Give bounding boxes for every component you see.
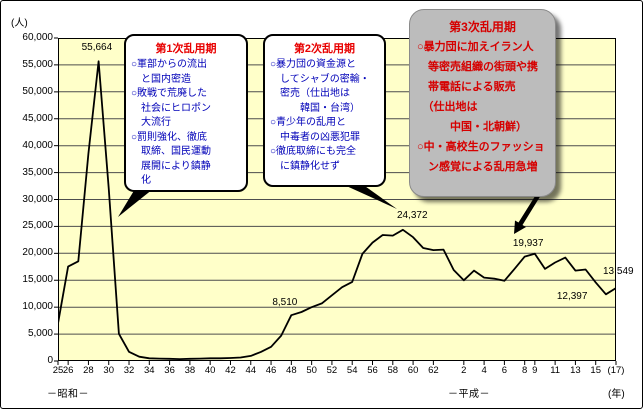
callout-first-period-body: ○軍部からの流出 と国内密造 ○敗戦で荒廃した 社会にヒロポン 大流行 ○罰則強化、… xyxy=(131,58,241,189)
callout-line: してシャブの密輸・ xyxy=(270,73,370,85)
callout-line: 中国・北朝鮮） xyxy=(417,121,527,133)
callout-line: ○中・高校生のファッショ xyxy=(417,141,545,153)
callout-line: ○徹底取締にも完全 xyxy=(270,146,357,157)
x-axis-tick-label: 6 xyxy=(501,365,508,376)
x-axis-tick-label: 44 xyxy=(245,365,257,376)
callout-line: 韓国・台湾） xyxy=(270,102,360,114)
x-axis-tick-label: 52 xyxy=(326,365,338,376)
x-axis-tick-label: 36 xyxy=(164,365,175,376)
data-label: 55,664 xyxy=(81,42,113,54)
callout-line: （仕出地は xyxy=(417,101,478,113)
x-axis-tick-label: 60 xyxy=(407,365,419,376)
y-axis-tick-label: 20,000 xyxy=(22,247,53,259)
y-axis-tick-label: 50,000 xyxy=(22,85,53,97)
callout-line: 中毒者の凶悪犯罪 xyxy=(270,131,360,143)
x-axis-tick-label: 38 xyxy=(184,365,196,376)
y-axis-unit-label: (人) xyxy=(11,18,28,29)
x-axis-tick-label: 56 xyxy=(367,365,378,376)
x-axis-tick-label: 28 xyxy=(83,365,94,376)
y-axis-tick-label: 25,000 xyxy=(22,220,53,232)
callout-line: 等密売組織の街頭や携 xyxy=(417,61,538,73)
x-axis-tick-label: 15 xyxy=(590,365,601,376)
x-axis-tick-label: 54 xyxy=(346,365,358,376)
callout-line: ○罰則強化、徹底 xyxy=(131,131,208,143)
callout-line: に鎮静化せず xyxy=(270,160,340,172)
x-axis-tick-label: 13 xyxy=(570,365,581,376)
callout-second-period-title: 第2次乱用期 xyxy=(293,43,356,55)
y-axis-tick-label: 40,000 xyxy=(22,139,53,151)
x-axis-tick-label: 34 xyxy=(144,365,155,376)
x-axis-tick-label: 9 xyxy=(532,365,538,376)
callout-first-abuse-period: 第1次乱用期 ○軍部からの流出 と国内密造 ○敗戦で荒廃した 社会にヒロポン 大流… xyxy=(124,34,248,192)
callout-line: ○暴力団の資金源と xyxy=(270,59,357,70)
callout-third-period-body: ○暴力団に加えイラン人 等密売組織の街頭や携 帯電話による販売 （仕出地は 中国… xyxy=(417,37,548,177)
x-axis-tick-label: 62 xyxy=(428,365,439,376)
callout-line: 帯電話による販売 xyxy=(417,81,516,93)
data-label: 13,549 xyxy=(603,266,634,278)
callout-line: 密売（仕出地は xyxy=(270,88,350,99)
callout-line: ン感覚による乱用急増 xyxy=(417,161,538,173)
y-axis-tick-label: 55,000 xyxy=(22,58,53,70)
x-axis-tick-label: 26 xyxy=(62,365,74,376)
x-axis-tick-label: 50 xyxy=(306,365,317,376)
x-axis-tick-label: 32 xyxy=(123,365,135,376)
y-axis-tick-label: 15,000 xyxy=(22,274,53,286)
callout-line: ○軍部からの流出 xyxy=(131,59,208,70)
x-axis-tick-label: 42 xyxy=(225,365,236,376)
x-axis-tick-label: 11 xyxy=(550,365,561,376)
x-axis-tick-label: 48 xyxy=(286,365,297,376)
callout-third-period-title: 第3次乱用期 xyxy=(449,20,516,34)
callout-line: と国内密造 xyxy=(131,73,191,85)
x-axis-tick-label: 4 xyxy=(481,365,487,376)
y-axis-tick-label: 60,000 xyxy=(22,32,53,43)
x-axis-tick-label: 40 xyxy=(204,365,216,376)
x-axis-tick-label: (17) xyxy=(607,365,625,376)
callout-second-abuse-period: 第2次乱用期 ○暴力団の資金源と してシャブの密輸・ 密売（仕出地は 韓国・台湾… xyxy=(263,34,386,187)
callout-line: ○青少年の乱用と xyxy=(270,117,347,128)
y-axis-tick-label: 10,000 xyxy=(22,301,53,313)
data-label: 8,510 xyxy=(272,297,298,309)
callout-third-abuse-period: 第3次乱用期 ○暴力団に加えイラン人 等密売組織の街頭や携 帯電話による販売 （… xyxy=(409,9,556,197)
data-label: 19,937 xyxy=(512,237,544,249)
y-axis-tick-label: 0 xyxy=(47,355,53,366)
data-label: 12,397 xyxy=(556,291,588,303)
y-axis-tick-label: 45,000 xyxy=(22,112,53,124)
callout-line: ○敗戦で荒廃した xyxy=(131,88,208,99)
x-axis-tick-label: 25 xyxy=(52,365,64,376)
data-label: 24,372 xyxy=(396,209,428,221)
x-axis-tick-label: 8 xyxy=(522,365,528,376)
x-axis-unit-label: (年) xyxy=(608,389,625,400)
callout-second-period-body: ○暴力団の資金源と してシャブの密輸・ 密売（仕出地は 韓国・台湾） ○青少年の乱… xyxy=(270,58,379,174)
x-axis-tick-label: 58 xyxy=(387,365,399,376)
callout-line: 化 xyxy=(131,175,151,186)
y-axis-tick-label: 5,000 xyxy=(27,328,53,340)
x-axis-tick-label: 46 xyxy=(265,365,277,376)
callout-line: 展開により鎮静 xyxy=(131,160,211,172)
x-axis-tick-label: 2 xyxy=(461,365,467,376)
x-axis-tick-label: 30 xyxy=(103,365,114,376)
line-series xyxy=(59,60,615,360)
y-axis-tick-label: 35,000 xyxy=(22,166,53,178)
era-label-heisei: －平成－ xyxy=(448,389,490,400)
callout-line: 大流行 xyxy=(131,117,171,128)
era-label-showa: －昭和－ xyxy=(47,389,89,400)
callout-line: 社会にヒロポン xyxy=(131,102,211,114)
callout-line: ○暴力団に加えイラン人 xyxy=(417,41,534,53)
callout-line: 取締、国民運動 xyxy=(131,146,211,157)
callout-first-period-title: 第1次乱用期 xyxy=(155,43,217,55)
y-axis-tick-label: 30,000 xyxy=(22,193,53,205)
